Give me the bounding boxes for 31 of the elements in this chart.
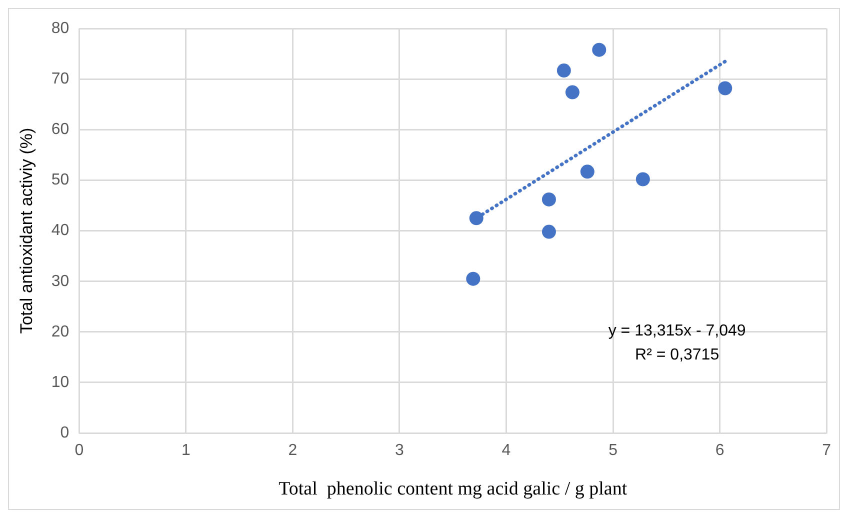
- x-tick-label: 2: [288, 442, 298, 460]
- point: [469, 211, 484, 226]
- x-tick-label: 3: [395, 442, 404, 460]
- y-tick-label: 50: [51, 172, 70, 189]
- point: [542, 224, 556, 239]
- point: [556, 64, 571, 78]
- y-tick-label: 10: [51, 374, 70, 391]
- point: [636, 172, 650, 186]
- y-tick-label: 20: [51, 323, 70, 340]
- annotation: R² = 0,3715: [635, 346, 720, 364]
- x-axis-title: Total phenolic content mg acid galic / g plant: [278, 478, 628, 500]
- point: [542, 192, 556, 206]
- y-tick-label: 60: [51, 121, 70, 138]
- x-tick-label: 7: [822, 442, 832, 460]
- point: [718, 81, 732, 96]
- point: [565, 85, 580, 100]
- y-axis-title: Total antioxidant activiy (%): [16, 128, 36, 334]
- y-tick-label: 40: [51, 222, 70, 240]
- x-tick-label: 0: [74, 442, 84, 460]
- x-tick-label: 5: [608, 442, 618, 460]
- x-tick-label: 6: [715, 442, 724, 460]
- y-tick-label: 80: [51, 20, 70, 38]
- y-tick-label: 30: [51, 272, 70, 290]
- y-tick-label: 0: [60, 424, 70, 442]
- y-tick-label: 70: [51, 70, 70, 88]
- point: [592, 42, 606, 57]
- annotation: y = 13,315x - 7,049: [608, 322, 746, 340]
- point: [466, 272, 480, 286]
- x-tick-label: 4: [502, 442, 511, 460]
- x-tick-label: 1: [182, 442, 191, 460]
- point: [580, 164, 594, 179]
